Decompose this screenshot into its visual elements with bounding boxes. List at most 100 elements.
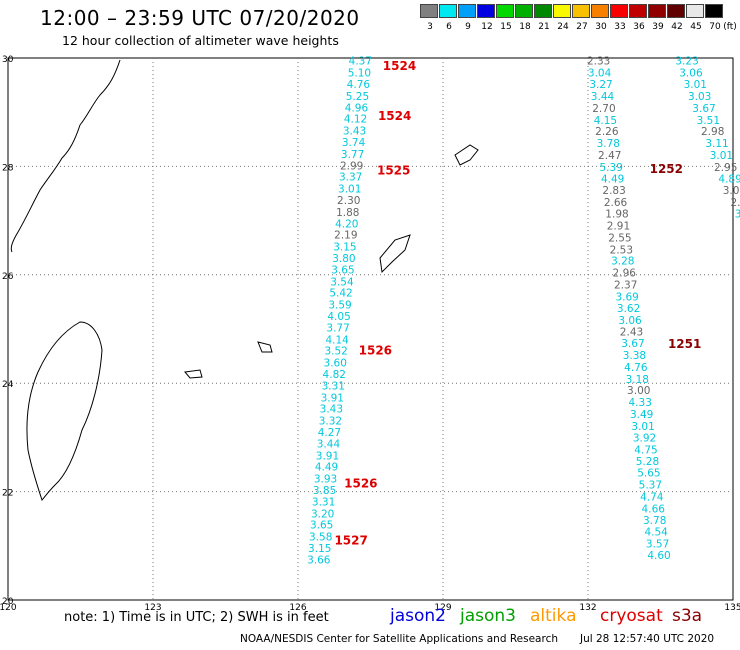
legend-swatch — [458, 4, 476, 18]
track2-value: 3.27 — [589, 79, 612, 91]
track2-value: 2.83 — [602, 185, 625, 197]
track2-value: 3.18 — [626, 374, 649, 386]
track1-time: 1525 — [377, 164, 410, 178]
legend-swatch — [591, 4, 609, 18]
track2-value: 4.76 — [624, 362, 648, 374]
track1-value: 4.12 — [344, 114, 367, 126]
track3-value: 3.11 — [705, 138, 728, 150]
track1-value: 3.65 — [310, 520, 333, 532]
track3-value: 3.04 — [723, 185, 740, 197]
track2-value: 3.38 — [623, 350, 646, 362]
legend-swatch — [667, 4, 685, 18]
track1-value: 4.37 — [349, 56, 372, 68]
track1-time: 1524 — [383, 59, 416, 73]
track2-value: 3.67 — [621, 338, 644, 350]
track1-value: 3.52 — [324, 346, 347, 358]
track1-value: 3.59 — [328, 300, 351, 312]
track1-value: 3.01 — [338, 184, 361, 196]
satellite-cryosat: cryosat — [600, 606, 663, 626]
ishigaki-coastline — [184, 369, 203, 379]
track2-value: 4.49 — [601, 173, 624, 185]
track2-value: 3.57 — [646, 539, 669, 551]
track2-value: 4.15 — [594, 115, 617, 127]
legend-label: 18 — [519, 22, 531, 32]
track2-value: 3.44 — [591, 91, 615, 103]
legend-label: 9 — [465, 22, 471, 32]
track2-value: 4.60 — [647, 550, 670, 562]
track1-value: 3.37 — [339, 172, 362, 184]
track2-value: 1.98 — [605, 209, 628, 221]
track2-value: 2.91 — [607, 220, 630, 232]
track1-value: 3.58 — [309, 532, 332, 544]
track2-value: 4.66 — [642, 503, 666, 515]
track1-value: 2.30 — [337, 195, 360, 207]
track2-value: 3.06 — [618, 315, 642, 327]
track1-time: 1527 — [334, 533, 367, 547]
track2-value: 2.96 — [613, 268, 637, 280]
lon-label: 123 — [144, 603, 161, 613]
track1-value: 3.77 — [341, 149, 364, 161]
china-coastline — [10, 59, 121, 253]
lon-label: 132 — [579, 603, 596, 613]
track1-value: 3.74 — [342, 137, 366, 149]
track1-value: 2.19 — [334, 230, 357, 242]
legend-swatch — [515, 4, 533, 18]
track1-value: 3.20 — [311, 508, 334, 520]
track1-value: 3.60 — [324, 358, 347, 370]
legend-label: 30 — [595, 22, 607, 32]
track1-time: 1524 — [378, 109, 411, 123]
satellite-altika: altika — [530, 606, 577, 626]
legend-label: 24 — [557, 22, 569, 32]
credit-text: NOAA/NESDIS Center for Satellite Applica… — [240, 633, 558, 645]
legend-label: 45 — [690, 22, 702, 32]
track1-value: 1.88 — [336, 207, 359, 219]
legend-label: 27 — [576, 22, 588, 32]
footnote: note: 1) Time is in UTC; 2) SWH is in fe… — [64, 610, 329, 625]
track1-value: 3.43 — [343, 126, 366, 138]
track1-value: 3.31 — [312, 496, 335, 508]
track1-value: 4.05 — [327, 311, 350, 323]
legend-swatch — [496, 4, 514, 18]
track2-value: 3.92 — [633, 432, 656, 444]
track1-value: 3.66 — [307, 554, 331, 566]
legend-swatch — [420, 4, 438, 18]
track2-value: 4.75 — [634, 444, 657, 456]
legend-swatch — [629, 4, 647, 18]
track1-value: 3.80 — [332, 253, 355, 265]
lon-label: 120 — [0, 603, 17, 613]
taiwan-coastline — [26, 321, 103, 501]
legend-unit: (ft) — [723, 22, 737, 32]
track2-value: 2.26 — [595, 126, 619, 138]
track1-value: 3.91 — [321, 392, 344, 404]
legend-label: 21 — [538, 22, 550, 32]
legend-label: 33 — [614, 22, 626, 32]
track1-value: 4.14 — [325, 334, 349, 346]
track3-value: 3.0 — [735, 209, 740, 221]
lon-label: 129 — [434, 603, 451, 613]
satellite-jason3: jason3 — [460, 606, 516, 626]
track1-value: 3.31 — [322, 380, 345, 392]
track2-value: 4.54 — [644, 527, 668, 539]
track1-value: 5.10 — [348, 68, 371, 80]
track1-time: 1526 — [344, 476, 377, 490]
track2-value: 3.78 — [643, 515, 666, 527]
track2-value: 5.65 — [637, 468, 660, 480]
track1-value: 5.25 — [346, 91, 369, 103]
legend-swatch — [439, 4, 457, 18]
track3-value: 2.98 — [701, 126, 724, 138]
track2-time: 1251 — [668, 337, 701, 351]
track1-value: 4.20 — [335, 218, 358, 230]
track3-value: 3.06 — [679, 68, 703, 80]
track2-value: 3.62 — [617, 303, 640, 315]
legend-label: 3 — [427, 22, 433, 32]
miyako-coastline — [257, 341, 273, 353]
satellite-s3a: s3a — [672, 606, 703, 626]
legend-label: 6 — [446, 22, 452, 32]
track2-time: 1252 — [650, 162, 683, 176]
track3-value: 3.23 — [675, 56, 698, 68]
track2-value: 4.33 — [629, 397, 652, 409]
track2-value: 2.37 — [614, 280, 637, 292]
lat-label: 28 — [2, 163, 14, 173]
track1-value: 3.77 — [326, 322, 349, 334]
